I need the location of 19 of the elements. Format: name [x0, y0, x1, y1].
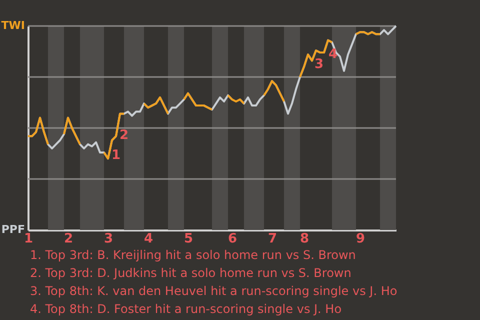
text: 2. Top 3rd: D. Judkins hit a solo home run vs S. Brown [30, 266, 352, 280]
x-tick-label: 2 [64, 232, 74, 246]
x-tick-label: 8 [300, 232, 310, 246]
x-tick-label: 1 [24, 232, 34, 246]
annotation: 3 [314, 57, 324, 72]
x-tick-label: 9 [356, 232, 366, 246]
annotation: 2 [119, 128, 129, 143]
text: 1. Top 3rd: B. Kreijling hit a solo home run vs S. Brown [30, 248, 356, 262]
x-tick-label: 7 [268, 232, 278, 246]
annotation: 4 [328, 47, 338, 62]
text: PPF [1, 223, 25, 236]
x-tick-label: 4 [144, 232, 154, 246]
x-tick-label: 3 [104, 232, 114, 246]
text: 3. Top 8th: K. van den Heuvel hit a run-scoring single vs J. Ho [30, 284, 398, 298]
x-tick-label: 5 [184, 232, 194, 246]
x-tick-label: 6 [228, 232, 238, 246]
text: 4. Top 8th: D. Foster hit a run-scoring single vs J. Ho [30, 302, 342, 316]
annotation: 1 [111, 148, 121, 163]
text: TWI [1, 19, 25, 32]
